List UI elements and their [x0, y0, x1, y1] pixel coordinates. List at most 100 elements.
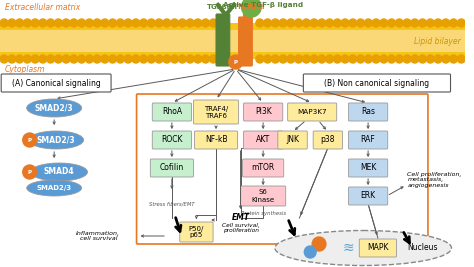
Circle shape [427, 19, 434, 27]
Bar [0, 52, 465, 59]
Ellipse shape [31, 163, 88, 181]
Circle shape [302, 19, 310, 27]
Circle shape [93, 19, 101, 27]
Circle shape [23, 133, 36, 147]
Circle shape [39, 19, 47, 27]
Circle shape [279, 55, 287, 63]
Text: RAF: RAF [361, 135, 375, 144]
Circle shape [0, 19, 8, 27]
Circle shape [109, 55, 117, 63]
Circle shape [194, 55, 202, 63]
Text: mTOR: mTOR [252, 163, 275, 172]
Circle shape [163, 55, 171, 63]
Circle shape [326, 55, 334, 63]
Circle shape [388, 55, 395, 63]
Text: SMAD4: SMAD4 [44, 167, 74, 176]
Circle shape [178, 55, 186, 63]
Text: TGFβRI: TGFβRI [237, 4, 265, 10]
Text: EMT: EMT [231, 213, 250, 222]
Text: P50/
p65: P50/ p65 [189, 226, 204, 238]
FancyBboxPatch shape [288, 103, 337, 121]
FancyBboxPatch shape [150, 159, 193, 177]
Circle shape [101, 19, 109, 27]
Circle shape [256, 55, 264, 63]
FancyBboxPatch shape [216, 14, 230, 66]
Circle shape [242, 0, 261, 17]
FancyBboxPatch shape [303, 74, 450, 92]
Circle shape [194, 19, 202, 27]
FancyBboxPatch shape [359, 239, 397, 257]
Circle shape [279, 19, 287, 27]
Circle shape [333, 55, 341, 63]
Circle shape [341, 55, 349, 63]
Circle shape [124, 19, 132, 27]
Circle shape [434, 19, 442, 27]
Circle shape [201, 19, 210, 27]
Circle shape [356, 55, 365, 63]
Circle shape [450, 19, 457, 27]
Text: Protein synthesis: Protein synthesis [241, 211, 286, 217]
Text: S6
Kinase: S6 Kinase [252, 190, 275, 202]
Circle shape [78, 55, 85, 63]
Circle shape [450, 55, 457, 63]
Circle shape [23, 165, 36, 179]
Circle shape [419, 19, 427, 27]
Circle shape [132, 19, 140, 27]
Circle shape [31, 19, 39, 27]
Circle shape [85, 19, 93, 27]
Circle shape [310, 19, 318, 27]
Circle shape [47, 19, 55, 27]
FancyBboxPatch shape [348, 159, 388, 177]
Circle shape [62, 19, 70, 27]
Circle shape [395, 55, 403, 63]
Text: ROCK: ROCK [161, 135, 182, 144]
Circle shape [16, 55, 24, 63]
Circle shape [171, 19, 179, 27]
FancyBboxPatch shape [152, 103, 191, 121]
Circle shape [287, 55, 295, 63]
Text: Active TGF-β ligand: Active TGF-β ligand [223, 2, 303, 8]
Circle shape [295, 55, 302, 63]
Circle shape [101, 55, 109, 63]
Text: Ras: Ras [361, 108, 375, 116]
Circle shape [419, 55, 427, 63]
Circle shape [372, 19, 380, 27]
Circle shape [16, 19, 24, 27]
Text: AKT: AKT [256, 135, 270, 144]
Circle shape [117, 55, 124, 63]
Circle shape [318, 55, 326, 63]
FancyBboxPatch shape [348, 103, 388, 121]
Circle shape [78, 19, 85, 27]
Text: PI3K: PI3K [255, 108, 272, 116]
Circle shape [109, 19, 117, 27]
Circle shape [256, 19, 264, 27]
FancyBboxPatch shape [313, 131, 343, 149]
Text: P: P [27, 138, 32, 143]
Circle shape [272, 55, 279, 63]
Circle shape [186, 19, 194, 27]
Circle shape [210, 19, 217, 27]
Text: Cytoplasm: Cytoplasm [5, 65, 46, 74]
Text: Inflammation,
cell survival: Inflammation, cell survival [76, 231, 120, 241]
FancyBboxPatch shape [348, 131, 388, 149]
Circle shape [395, 19, 403, 27]
Circle shape [380, 19, 388, 27]
Circle shape [178, 19, 186, 27]
Text: P: P [234, 60, 237, 65]
Circle shape [442, 19, 450, 27]
FancyBboxPatch shape [244, 103, 283, 121]
Circle shape [229, 55, 243, 69]
Circle shape [155, 55, 163, 63]
Text: P: P [27, 170, 32, 175]
Circle shape [372, 55, 380, 63]
FancyBboxPatch shape [244, 131, 283, 149]
Circle shape [365, 55, 372, 63]
Circle shape [365, 19, 372, 27]
Circle shape [318, 19, 326, 27]
Circle shape [356, 19, 365, 27]
Circle shape [93, 55, 101, 63]
FancyBboxPatch shape [180, 222, 213, 242]
Text: p38: p38 [320, 135, 335, 144]
FancyBboxPatch shape [241, 186, 286, 206]
Text: TRAF4/
TRAF6: TRAF4/ TRAF6 [204, 105, 228, 119]
